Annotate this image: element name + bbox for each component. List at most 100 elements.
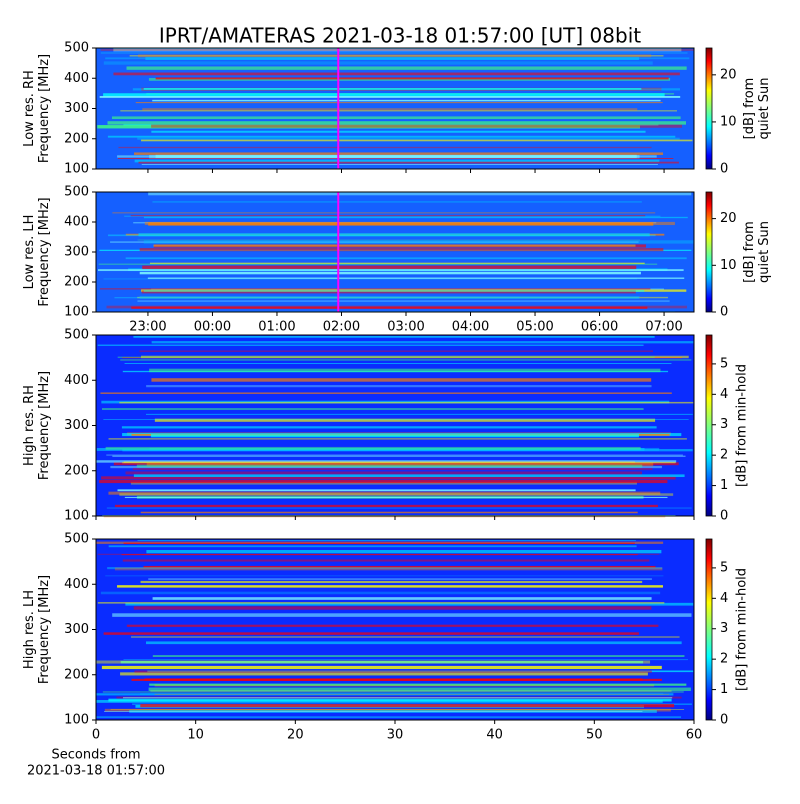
y-tick-label: 400 bbox=[64, 215, 89, 230]
spectrogram-band bbox=[124, 496, 668, 499]
colorbar-label: [dB] from min-hold bbox=[735, 364, 750, 487]
y-tick-label: 100 bbox=[64, 162, 89, 177]
spectrogram-band bbox=[97, 344, 644, 346]
spectrogram-band bbox=[108, 545, 637, 548]
x-tick-label: 06:00 bbox=[581, 320, 618, 335]
x-tick-label: 07:00 bbox=[645, 320, 682, 335]
spectrogram-band bbox=[112, 613, 692, 617]
spectrogram-band bbox=[96, 700, 663, 703]
x-tick-label: 0 bbox=[92, 728, 100, 743]
spectrogram-band bbox=[137, 300, 670, 302]
spectrogram-band bbox=[99, 288, 651, 290]
spectrogram-band bbox=[143, 240, 694, 244]
spectrogram-band bbox=[132, 467, 653, 471]
spectrogram-band bbox=[151, 341, 694, 344]
y-tick-label: 100 bbox=[64, 509, 89, 524]
spectrogram-band bbox=[119, 401, 694, 404]
spectrogram-band bbox=[153, 244, 646, 248]
x-tick-label: 50 bbox=[586, 728, 603, 743]
spectrogram-band bbox=[145, 413, 693, 415]
spectrogram-band bbox=[138, 161, 679, 164]
spectrogram-background bbox=[96, 335, 694, 516]
y-axis-label: Low res. RH bbox=[22, 70, 37, 147]
spectrogram-band bbox=[122, 461, 676, 464]
spectrogram-band bbox=[148, 578, 652, 580]
colorbar bbox=[705, 538, 713, 721]
colorbar-tick-label: 3 bbox=[720, 417, 728, 432]
spectrogram-band bbox=[152, 655, 685, 657]
spectrogram-band bbox=[137, 137, 680, 140]
spectrogram-band bbox=[101, 408, 644, 411]
spectrogram-band bbox=[147, 670, 694, 673]
spectrogram-band bbox=[123, 124, 659, 126]
spectrogram-band bbox=[114, 567, 663, 571]
spectrogram-band bbox=[103, 61, 653, 65]
spectrogram-band bbox=[133, 474, 685, 478]
x-tick-label: 05:00 bbox=[516, 320, 553, 335]
chart-title: IPRT/AMATERAS 2021-03-18 01:57:00 [UT] 0… bbox=[159, 24, 641, 48]
spectrogram-band bbox=[114, 297, 639, 299]
x-tick-label: 30 bbox=[387, 728, 404, 743]
spectrogram-band bbox=[140, 704, 675, 708]
spectrogram-band bbox=[152, 597, 652, 600]
spectrogram-band bbox=[120, 660, 644, 664]
spectrogram-band bbox=[102, 691, 684, 693]
spectrogram-band bbox=[138, 54, 652, 58]
colorbar-tick-label: 0 bbox=[720, 305, 728, 320]
y-tick-label: 300 bbox=[64, 101, 89, 116]
spectrogram-band bbox=[139, 271, 641, 275]
y-tick-label: 500 bbox=[64, 532, 89, 547]
spectrogram-band bbox=[153, 244, 636, 247]
spectrogram-band bbox=[105, 575, 664, 577]
spectrogram-band bbox=[122, 559, 650, 562]
spectrogram-band bbox=[143, 88, 642, 90]
x-tick-label: 20 bbox=[287, 728, 304, 743]
spectrogram-band bbox=[97, 125, 640, 129]
spectrogram-band bbox=[134, 152, 664, 155]
spectrogram-band bbox=[120, 672, 648, 676]
y-axis-label: High res. LH bbox=[22, 590, 37, 669]
spectrogram-band bbox=[103, 419, 689, 420]
spectrogram-band bbox=[113, 72, 680, 76]
spectrogram-band bbox=[133, 606, 652, 610]
spectrogram-band bbox=[125, 257, 687, 260]
colorbar-tick-label: 2 bbox=[720, 448, 728, 463]
y-axis-label: Frequency [MHz] bbox=[37, 371, 52, 480]
spectrogram-band bbox=[121, 554, 638, 556]
spectrogram-band bbox=[108, 234, 656, 237]
y-tick-label: 200 bbox=[64, 131, 89, 146]
spectrogram-band bbox=[123, 542, 635, 544]
x-tick-label: 03:00 bbox=[387, 320, 424, 335]
spectrogram-band bbox=[143, 216, 688, 219]
spectrogram-band bbox=[100, 392, 672, 394]
spectrogram-band bbox=[155, 77, 669, 80]
spectrogram-band bbox=[131, 306, 648, 309]
spectrogram-band bbox=[139, 295, 640, 299]
spectrogram-band bbox=[96, 693, 674, 696]
colorbar-tick-label: 0 bbox=[720, 509, 728, 524]
spectrogram-band bbox=[126, 66, 687, 70]
spectrogram-band bbox=[140, 511, 638, 514]
spectrogram-band bbox=[99, 96, 681, 98]
spectrogram-band bbox=[134, 159, 660, 163]
spectrogram-band bbox=[138, 233, 650, 237]
spectrogram-band bbox=[96, 460, 677, 463]
colorbar-label: [dB] from bbox=[742, 78, 757, 140]
spectrogram-band bbox=[97, 269, 684, 272]
y-tick-label: 100 bbox=[64, 713, 89, 728]
y-axis-label: High res. RH bbox=[22, 385, 37, 466]
spectrogram-band bbox=[103, 711, 643, 712]
spectrogram-band bbox=[96, 660, 651, 664]
spectrogram-background bbox=[96, 192, 694, 312]
spectrogram-band bbox=[117, 489, 636, 492]
spectrogram-band bbox=[106, 507, 692, 509]
spectrogram-band bbox=[110, 241, 639, 243]
colorbar-label: quiet Sun bbox=[757, 77, 772, 139]
spectrogram-band bbox=[137, 540, 636, 541]
spectrogram-band bbox=[142, 265, 637, 270]
colorbar bbox=[705, 191, 713, 313]
y-tick-label: 200 bbox=[64, 463, 89, 478]
spectrogram-band bbox=[150, 434, 639, 438]
spectrogram-band bbox=[99, 480, 668, 484]
